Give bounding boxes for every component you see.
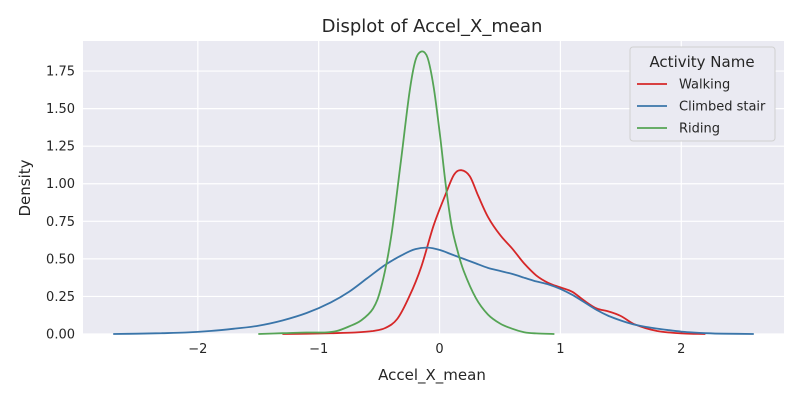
chart-title: Displot of Accel_X_mean [322, 16, 543, 37]
x-tick-label: 1 [556, 342, 564, 357]
legend-label-riding: Riding [679, 122, 720, 137]
x-tick-label: 0 [435, 342, 443, 357]
x-tick-labels: −2 −1 0 1 2 [188, 342, 685, 357]
legend-box [629, 46, 776, 142]
x-tick-label: −2 [188, 342, 207, 357]
y-tick-label: 0.00 [46, 328, 75, 343]
y-axis-label: Density [16, 159, 34, 216]
y-tick-label: 1.25 [46, 140, 75, 155]
x-axis-label: Accel_X_mean [378, 366, 486, 385]
y-tick-label: 0.75 [46, 215, 75, 230]
x-tick-label: −1 [309, 342, 328, 357]
series-lines [113, 50, 754, 335]
x-tick-label: 2 [677, 342, 685, 357]
y-tick-label: 1.00 [46, 177, 75, 192]
legend-title: Activity Name [649, 53, 754, 71]
y-tick-labels: 0.00 0.25 0.50 0.75 1.00 1.25 1.50 1.75 [46, 65, 75, 343]
legend-items: Walking Climbed stair Riding [637, 78, 766, 137]
y-tick-label: 1.75 [46, 65, 75, 80]
series-line-riding [258, 50, 555, 335]
legend: Activity Name Walking Climbed stair Riding [629, 46, 776, 142]
y-tick-label: 0.25 [46, 290, 75, 305]
y-tick-label: 0.50 [46, 252, 75, 267]
series-line-climbed-stair [113, 246, 754, 335]
legend-label-climbed-stair: Climbed stair [679, 100, 766, 115]
y-tick-label: 1.50 [46, 102, 75, 117]
legend-label-walking: Walking [679, 78, 730, 93]
